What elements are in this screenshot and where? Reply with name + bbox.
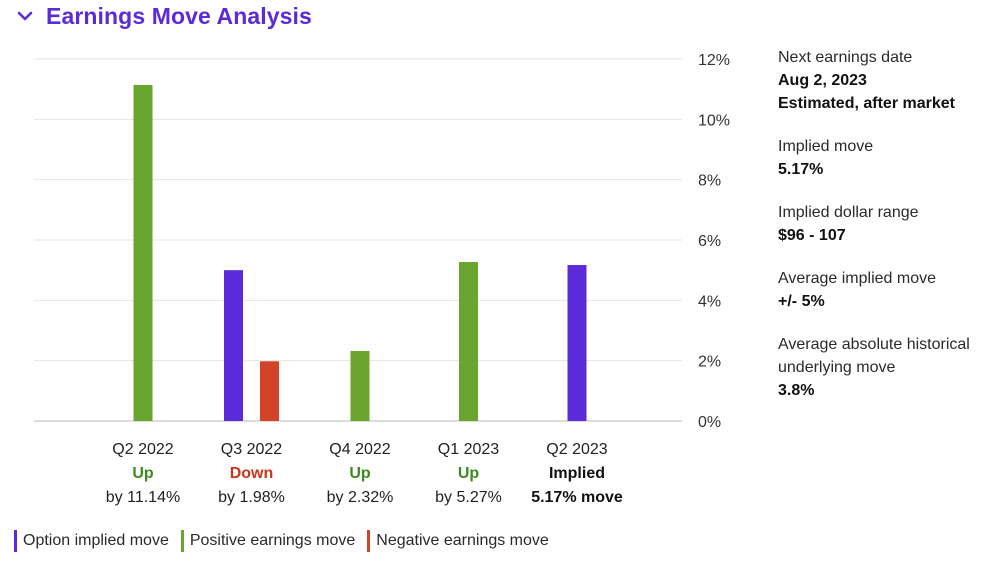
bar: [350, 351, 370, 421]
bar: [459, 262, 478, 421]
y-tick-label: 2%: [698, 354, 721, 371]
category-detail-label: by 11.14%: [106, 489, 180, 506]
category-detail-label: by 1.98%: [218, 489, 285, 506]
avg-implied-label: Average implied move: [778, 270, 937, 287]
category-period-label: Q2 2023: [546, 441, 607, 458]
legend-item-negative: Negative earnings move: [367, 530, 549, 552]
avg-implied-value: +/- 5%: [778, 293, 825, 310]
next-earnings-block: Next earnings date Aug 2, 2023 Estimated…: [778, 46, 998, 115]
category-period-label: Q3 2022: [221, 441, 282, 458]
implied-move-value: 5.17%: [778, 161, 824, 178]
legend-item-implied: Option implied move: [14, 530, 169, 552]
y-tick-label: 6%: [698, 233, 721, 250]
chevron-down-icon[interactable]: [14, 5, 36, 27]
legend-swatch-positive: [180, 530, 184, 552]
category-direction-label: Up: [132, 465, 154, 482]
bar: [260, 361, 279, 421]
bar: [224, 270, 243, 421]
legend-label-negative: Negative earnings move: [376, 532, 549, 549]
category-period-label: Q4 2022: [329, 441, 390, 458]
next-earnings-label: Next earnings date: [778, 49, 913, 66]
avg-implied-block: Average implied move +/- 5%: [778, 267, 998, 313]
y-tick-label: 12%: [698, 52, 730, 69]
implied-range-block: Implied dollar range $96 - 107: [778, 201, 998, 247]
category-detail-label: 5.17% move: [531, 489, 623, 506]
bar: [567, 265, 587, 421]
earnings-summary-panel: Next earnings date Aug 2, 2023 Estimated…: [778, 46, 998, 422]
earnings-bar-chart: 0% 2% 4% 6% 8% 10% 12% Q2 2022 Up by 11.14% Q3 202…: [34, 52, 730, 506]
y-tick-label: 0%: [698, 414, 721, 431]
category-period-label: Q2 2022: [112, 441, 173, 458]
category-detail-label: by 5.27%: [435, 489, 502, 506]
avg-historical-label: Average absolute historical underlying m…: [778, 336, 970, 376]
category-detail-label: by 2.32%: [327, 489, 394, 506]
avg-historical-block: Average absolute historical underlying m…: [778, 333, 998, 402]
y-tick-label: 8%: [698, 173, 721, 190]
implied-range-label: Implied dollar range: [778, 204, 919, 221]
legend-swatch-implied: [14, 530, 17, 552]
implied-range-value: $96 - 107: [778, 227, 846, 244]
category-direction-label: Up: [349, 465, 371, 482]
y-tick-label: 4%: [698, 293, 721, 310]
category-direction-label: Up: [458, 465, 480, 482]
avg-historical-value: 3.8%: [778, 382, 815, 399]
section-title: Earnings Move Analysis: [46, 2, 312, 29]
bar: [133, 84, 153, 422]
y-tick-label: 10%: [698, 112, 730, 129]
legend-label-positive: Positive earnings move: [189, 532, 356, 549]
section-header[interactable]: Earnings Move Analysis: [14, 0, 312, 32]
category-period-label: Q1 2023: [438, 441, 499, 458]
chart-legend: Option implied move Positive earnings mo…: [14, 530, 549, 552]
next-earnings-note: Estimated, after market: [778, 95, 955, 112]
category-direction-label: Down: [230, 465, 274, 482]
legend-swatch-negative: [367, 530, 371, 552]
legend-label-implied: Option implied move: [23, 532, 169, 549]
implied-move-label: Implied move: [778, 138, 874, 155]
category-direction-label: Implied: [549, 465, 605, 482]
legend-item-positive: Positive earnings move: [180, 530, 356, 552]
next-earnings-date: Aug 2, 2023: [778, 72, 867, 89]
implied-move-block: Implied move 5.17%: [778, 135, 998, 181]
